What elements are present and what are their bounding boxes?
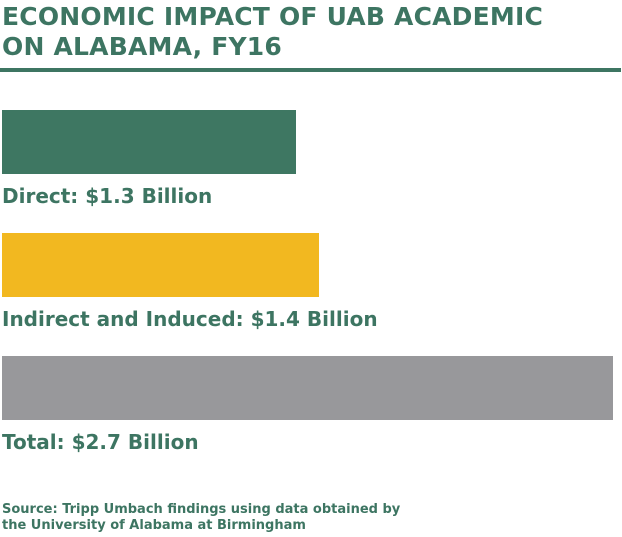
chart-title: ECONOMIC IMPACT OF UAB ACADEMIC ON ALABA…: [2, 2, 612, 62]
title-divider: [0, 68, 621, 72]
bar: [2, 233, 319, 297]
bar-label: Direct: $1.3 Billion: [2, 184, 213, 208]
source-note: Source: Tripp Umbach findings using data…: [2, 502, 602, 534]
chart-title-line: ECONOMIC IMPACT OF UAB ACADEMIC: [2, 2, 544, 31]
bar-label: Indirect and Induced: $1.4 Billion: [2, 307, 378, 331]
source-line: Source: Tripp Umbach findings using data…: [2, 502, 401, 517]
bar-label: Total: $2.7 Billion: [2, 430, 199, 454]
chart-title-line: ON ALABAMA, FY16: [2, 32, 282, 61]
bar: [2, 110, 296, 174]
bar: [2, 356, 613, 420]
bar-chart: Direct: $1.3 Billion Indirect and Induced…: [0, 100, 622, 470]
source-line: the University of Alabama at Birmingham: [2, 518, 306, 533]
